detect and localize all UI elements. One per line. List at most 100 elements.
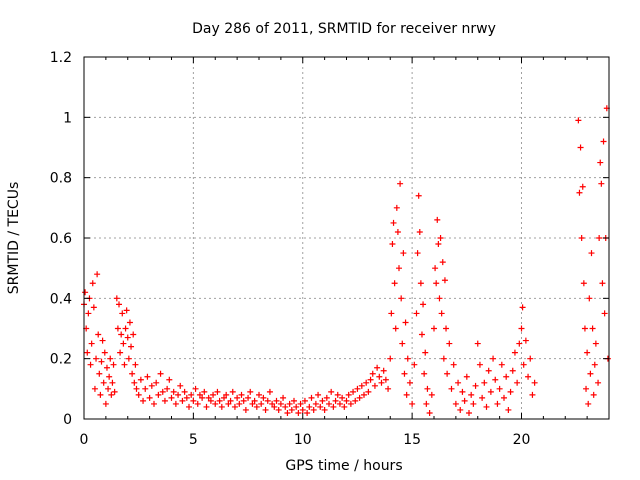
data-point <box>450 361 457 368</box>
data-point <box>128 343 135 350</box>
y-tick-label: 0 <box>63 412 72 428</box>
data-point <box>308 394 315 401</box>
data-point <box>188 391 195 398</box>
data-point <box>312 400 319 407</box>
data-point <box>589 325 596 332</box>
data-point <box>579 183 586 190</box>
data-point <box>583 385 590 392</box>
data-point <box>396 265 402 272</box>
data-point <box>587 370 594 377</box>
data-point <box>130 331 137 338</box>
data-point <box>234 394 241 401</box>
data-point <box>433 280 440 287</box>
data-point <box>190 397 197 404</box>
data-point <box>87 361 94 368</box>
data-point <box>116 301 122 308</box>
data-point <box>409 400 416 407</box>
data-point <box>96 370 103 377</box>
data-point <box>269 400 276 407</box>
data-point <box>284 409 291 416</box>
data-point <box>389 241 396 248</box>
data-point <box>210 391 217 398</box>
data-point <box>249 400 256 407</box>
data-point <box>391 280 398 287</box>
data-point <box>498 361 505 368</box>
data-point <box>218 403 225 410</box>
data-point <box>358 382 365 389</box>
data-point <box>417 280 424 287</box>
data-point <box>439 259 446 266</box>
data-point <box>397 180 404 187</box>
data-point <box>519 304 526 311</box>
data-point <box>461 397 468 404</box>
data-point <box>463 373 470 380</box>
data-point <box>332 397 339 404</box>
data-point <box>199 394 206 401</box>
data-point <box>229 388 236 395</box>
data-point <box>525 373 532 380</box>
data-point <box>153 379 160 386</box>
data-point <box>356 394 363 401</box>
data-point <box>225 400 232 407</box>
data-point <box>423 400 430 407</box>
data-point <box>385 385 392 392</box>
data-point <box>597 159 604 166</box>
data-point <box>280 394 287 401</box>
data-point <box>394 228 401 235</box>
data-point <box>299 406 306 413</box>
data-point <box>339 394 346 401</box>
data-point <box>301 397 308 404</box>
data-point <box>110 361 117 368</box>
data-point <box>443 325 450 332</box>
data-point <box>94 271 101 278</box>
data-point <box>288 406 295 413</box>
data-point <box>273 397 280 404</box>
axis-ticks: 0 5 10 15 20 0 0.2 0.4 0.6 0.8 1 1.2 <box>50 50 609 448</box>
data-point <box>367 376 374 383</box>
data-point <box>125 355 132 362</box>
data-point <box>227 397 234 404</box>
data-point <box>216 397 223 404</box>
data-point <box>330 403 337 410</box>
data-point <box>133 385 140 392</box>
data-point <box>446 340 453 347</box>
data-point <box>113 295 120 302</box>
data-point <box>144 373 151 380</box>
data-point <box>186 403 192 410</box>
data-point <box>334 391 341 398</box>
chart-title: Day 286 of 2011, SRMTID for receiver nrw… <box>192 21 496 37</box>
data-point <box>266 388 273 395</box>
data-point <box>107 355 114 362</box>
data-point <box>277 400 284 407</box>
data-point <box>511 349 518 356</box>
data-point <box>207 397 214 404</box>
data-point <box>137 376 144 383</box>
data-point <box>170 388 177 395</box>
data-point <box>258 400 265 407</box>
data-point <box>212 400 219 407</box>
data-points <box>81 105 611 416</box>
data-point <box>432 265 439 272</box>
data-point <box>264 397 271 404</box>
data-point <box>369 370 376 377</box>
data-point <box>420 301 427 308</box>
data-point <box>424 385 431 392</box>
data-point <box>440 355 447 362</box>
data-point <box>157 370 164 377</box>
data-point <box>140 397 147 404</box>
data-point <box>392 325 399 332</box>
data-point <box>238 391 245 398</box>
data-point <box>531 379 538 386</box>
data-point <box>192 385 199 392</box>
data-point <box>414 250 421 257</box>
data-point <box>522 337 529 344</box>
y-tick-label: 0.2 <box>50 352 72 368</box>
data-point <box>310 406 317 413</box>
data-point <box>387 355 394 362</box>
data-point <box>142 385 149 392</box>
data-point <box>527 355 534 362</box>
data-point <box>117 349 124 356</box>
data-point <box>98 358 105 365</box>
data-point <box>518 325 525 332</box>
data-point <box>354 385 361 392</box>
